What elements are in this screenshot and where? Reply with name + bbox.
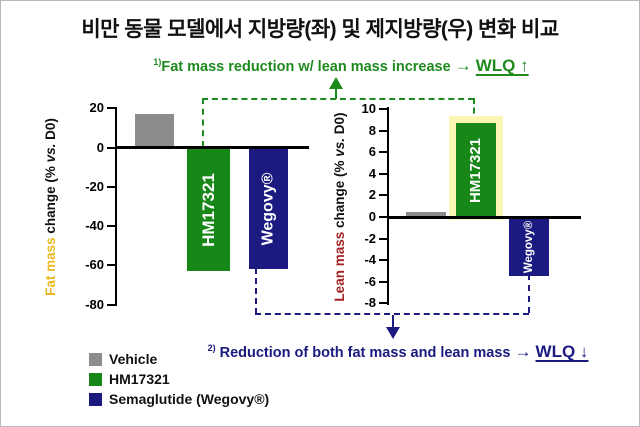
bar-label-text: HM17321 <box>467 137 485 203</box>
legend-label: Vehicle <box>109 351 158 367</box>
annotation-both-mass-reduction: 2) Reduction of both fat mass and lean m… <box>158 342 638 362</box>
y-tick-label: 20 <box>89 100 104 116</box>
wlq-down-label: WLQ ↓ <box>535 342 589 361</box>
y-axis-title-fat-mass: Fat mass change (% vs. D0) <box>43 77 63 337</box>
bar-label-wegovy: Wegovy® <box>509 219 549 276</box>
y-tick-label: -20 <box>85 178 104 194</box>
y-tick-label: -6 <box>364 273 376 289</box>
arrow-up-icon <box>329 77 343 89</box>
connector-navy-right <box>528 274 530 313</box>
legend: Vehicle HM17321 Semaglutide (Wegovy®) <box>89 349 269 409</box>
connector-navy-horizontal <box>255 313 529 315</box>
legend-item: Semaglutide (Wegovy®) <box>89 389 269 409</box>
y-tick <box>379 172 387 175</box>
y-tick <box>379 108 387 111</box>
y-axis-line <box>387 107 389 305</box>
connector-green-right <box>473 98 475 123</box>
y-tick-label: 2 <box>368 187 376 203</box>
y-axis-title-highlight: Fat mass <box>43 237 58 296</box>
bar-label-hm17321: HM17321 <box>187 149 230 271</box>
arrow-down-icon <box>386 327 400 339</box>
wlq-up-label: WLQ ↑ <box>475 56 529 75</box>
connector-green-stem <box>335 89 337 99</box>
annotation-superscript: 2) <box>207 343 216 354</box>
annotation-fat-loss-lean-gain: 1)Fat mass reduction w/ lean mass increa… <box>101 56 581 76</box>
y-tick-label: -60 <box>85 257 104 273</box>
annotation-text: Reduction of both fat mass and lean mass <box>219 345 511 361</box>
connector-green-left <box>202 98 204 147</box>
legend-item: Vehicle <box>89 349 269 369</box>
bar-label-text: Wegovy® <box>523 220 536 274</box>
y-tick <box>379 302 387 305</box>
right-arrow-icon: → <box>454 56 472 75</box>
y-tick-label: 10 <box>361 101 376 117</box>
annotation-text: Fat mass reduction w/ lean mass increase <box>161 59 451 75</box>
legend-label: HM17321 <box>109 371 170 387</box>
y-axis-title-text: change (% <box>43 162 58 238</box>
y-tick <box>107 303 115 306</box>
bar-vehicle <box>135 114 174 148</box>
bar-hm17321 <box>456 123 496 217</box>
y-tick-label: -8 <box>364 295 376 311</box>
y-tick-label: -40 <box>85 218 104 233</box>
y-tick <box>107 264 115 267</box>
y-tick <box>379 280 387 283</box>
y-tick <box>107 225 115 227</box>
bar-wegovy <box>249 149 288 269</box>
connector-green-horizontal <box>202 98 474 100</box>
y-tick <box>379 151 387 154</box>
y-tick <box>379 216 387 218</box>
y-tick <box>379 194 387 197</box>
y-tick <box>379 237 387 240</box>
y-tick-label: 4 <box>368 165 376 181</box>
connector-navy-left <box>255 268 257 314</box>
figure-title: 비만 동물 모델에서 지방량(좌) 및 제지방량(우) 변화 비교 <box>81 18 559 41</box>
y-axis-title-end: D0) <box>43 118 58 144</box>
y-tick <box>107 107 115 110</box>
legend-label: Semaglutide (Wegovy®) <box>109 391 270 407</box>
bar-label-text: Wegovy® <box>259 172 277 246</box>
legend-item: HM17321 <box>89 369 269 389</box>
y-axis-line <box>115 107 117 306</box>
x-axis-baseline <box>387 215 581 219</box>
y-tick <box>107 185 115 188</box>
y-tick <box>107 146 115 149</box>
y-tick-label: -80 <box>85 296 104 312</box>
connector-navy-stem <box>392 315 394 327</box>
y-tick <box>379 259 387 262</box>
y-tick-label: -2 <box>364 230 376 246</box>
y-tick-label: 8 <box>368 122 376 138</box>
y-tick-label: 6 <box>368 144 376 160</box>
y-tick-label: -4 <box>364 252 376 268</box>
bar-label-text: HM17321 <box>198 172 218 247</box>
y-tick-label: 0 <box>96 139 104 155</box>
y-tick <box>379 129 387 132</box>
bar-label-wegovy: Wegovy® <box>249 149 288 269</box>
legend-swatch <box>89 372 102 386</box>
annotation-superscript: 1) <box>153 57 162 68</box>
bar-hm17321 <box>187 149 230 271</box>
bar-label-hm17321: HM17321 <box>456 123 496 217</box>
legend-swatch <box>89 352 102 366</box>
bar-wegovy <box>509 218 549 276</box>
y-axis-title-vs: vs. <box>43 143 58 163</box>
right-arrow-icon: → <box>514 342 532 361</box>
legend-swatch <box>89 392 102 406</box>
bar-vehicle <box>406 211 446 217</box>
y-tick-label: 0 <box>368 209 376 224</box>
x-axis-baseline <box>115 146 309 149</box>
